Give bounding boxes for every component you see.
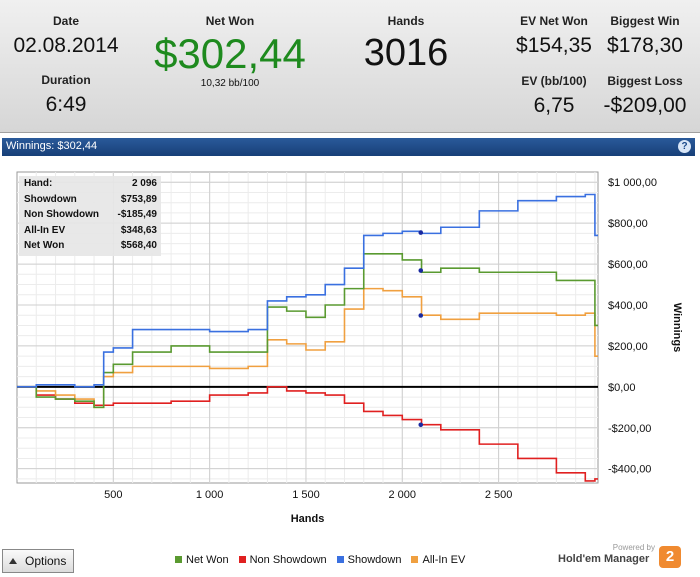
winnings-panel-titlebar: Winnings: $302,44 ? — [2, 138, 695, 156]
y-tick-label: -$200,00 — [608, 423, 651, 435]
legend-swatch — [238, 556, 246, 563]
ev-bb-stat: EV (bb/100) 6,75 — [510, 74, 598, 118]
hover-point-marker — [418, 313, 424, 318]
x-tick-label: 500 — [104, 489, 122, 501]
date-value: 02.08.2014 — [13, 34, 119, 57]
net-won-value: $302,44 — [154, 30, 306, 77]
brand-name: Hold'em Manager — [558, 553, 650, 565]
x-tick-label: 2 000 — [389, 489, 417, 501]
biggest-loss-value: -$209,00 — [603, 94, 687, 117]
legend-label: Net Won — [186, 554, 229, 566]
ev-bb-label: EV (bb/100) — [521, 74, 587, 88]
biggest-win-value: $178,30 — [607, 34, 683, 57]
biggest-win-stat: Biggest Win $178,30 — [600, 14, 690, 58]
brand-powered-text: Powered by — [612, 543, 655, 552]
date-stat: Date 02.08.2014 — [10, 14, 122, 58]
hover-point-marker — [418, 422, 424, 428]
y-tick-label: $0,00 — [608, 382, 636, 394]
legend-label: Non Showdown — [249, 554, 327, 566]
hand-tooltip: Hand: 2 096 Showdown $753,89 Non Showdown -$1… — [19, 176, 161, 256]
legend-label: Showdown — [347, 554, 402, 566]
duration-stat: Duration 6:49 — [10, 73, 122, 117]
session-stats-panel: Date 02.08.2014 Duration 6:49 Net Won $3… — [0, 0, 700, 133]
date-label: Date — [52, 14, 79, 28]
net-won-stat: Net Won $302,44 10,32 bb/100 — [150, 14, 310, 89]
brand-logo: Powered by Hold'em Manager 2 — [558, 543, 683, 575]
hands-stat: Hands 3016 — [346, 14, 466, 75]
net-won-label: Net Won — [205, 14, 255, 28]
tooltip-row-value: 2 096 — [131, 178, 157, 189]
legend-swatch — [411, 556, 419, 563]
x-tick-label: 1 500 — [292, 489, 320, 501]
tooltip-row: Net Won $568,40 — [19, 238, 161, 254]
tooltip-row-value: -$185,49 — [117, 209, 157, 220]
y-tick-label: -$400,00 — [608, 464, 651, 476]
tooltip-row-label: Showdown — [24, 193, 77, 205]
bottom-bar: Options Net Won Non Showdown Showdown All-I… — [0, 543, 700, 577]
tooltip-row-label: Hand: — [24, 178, 53, 189]
hands-value: 3016 — [363, 32, 449, 74]
duration-value: 6:49 — [45, 93, 87, 116]
series-line-net-won — [17, 253, 598, 409]
tooltip-row-value: $348,63 — [120, 224, 157, 236]
tooltip-row-label: All-In EV — [24, 224, 66, 236]
tooltip-row: Hand: 2 096 — [19, 176, 161, 192]
series-line-showdown — [17, 193, 598, 388]
y-tick-label: $800,00 — [608, 218, 648, 230]
biggest-win-label: Biggest Win — [610, 14, 680, 28]
tooltip-row: Non Showdown -$185,49 — [19, 207, 161, 223]
legend-item[interactable]: All-In EV — [411, 554, 465, 566]
ev-net-won-stat: EV Net Won $154,35 — [510, 14, 598, 58]
tooltip-row: All-In EV $348,63 — [19, 223, 161, 239]
y-tick-label: $1 000,00 — [608, 177, 657, 189]
help-icon[interactable]: ? — [678, 140, 691, 153]
chart-legend: Net Won Non Showdown Showdown All-In EV — [175, 554, 475, 566]
legend-item[interactable]: Non Showdown — [238, 554, 327, 566]
hands-label: Hands — [387, 14, 425, 28]
y-tick-label: $400,00 — [608, 300, 648, 312]
brand-badge-icon: 2 — [659, 546, 681, 568]
biggest-loss-label: Biggest Loss — [607, 74, 683, 88]
ev-bb-value: 6,75 — [533, 94, 575, 117]
duration-label: Duration — [41, 73, 91, 87]
ev-net-won-label: EV Net Won — [520, 14, 588, 28]
caret-up-icon — [9, 558, 17, 564]
legend-label: All-In EV — [422, 554, 466, 566]
winnings-panel-title: Winnings: $302,44 — [6, 140, 98, 152]
biggest-loss-stat: Biggest Loss -$209,00 — [598, 74, 692, 118]
tooltip-row: Showdown $753,89 — [19, 192, 161, 208]
hover-point-marker — [418, 268, 424, 273]
legend-swatch — [336, 556, 344, 563]
tooltip-row-label: Non Showdown — [24, 209, 99, 220]
tooltip-row-label: Net Won — [24, 240, 65, 251]
legend-item[interactable]: Net Won — [175, 554, 229, 566]
legend-item[interactable]: Showdown — [336, 554, 402, 566]
ev-net-won-value: $154,35 — [516, 34, 592, 57]
x-axis-label: Hands — [291, 513, 325, 525]
x-tick-label: 2 500 — [485, 489, 513, 501]
tooltip-row-value: $753,89 — [120, 193, 157, 205]
y-tick-label: $200,00 — [608, 341, 648, 353]
y-axis-label: Winnings — [671, 303, 683, 352]
series-line-non-showdown — [17, 386, 598, 482]
x-tick-label: 1 000 — [196, 489, 224, 501]
bb-per-100-value: 10,32 bb/100 — [200, 78, 260, 89]
tooltip-row-value: $568,40 — [120, 240, 157, 251]
options-button-label: Options — [25, 554, 67, 568]
hover-point-marker — [418, 230, 424, 235]
legend-swatch — [175, 556, 182, 563]
options-button[interactable]: Options — [2, 549, 74, 573]
y-tick-label: $600,00 — [608, 259, 648, 271]
